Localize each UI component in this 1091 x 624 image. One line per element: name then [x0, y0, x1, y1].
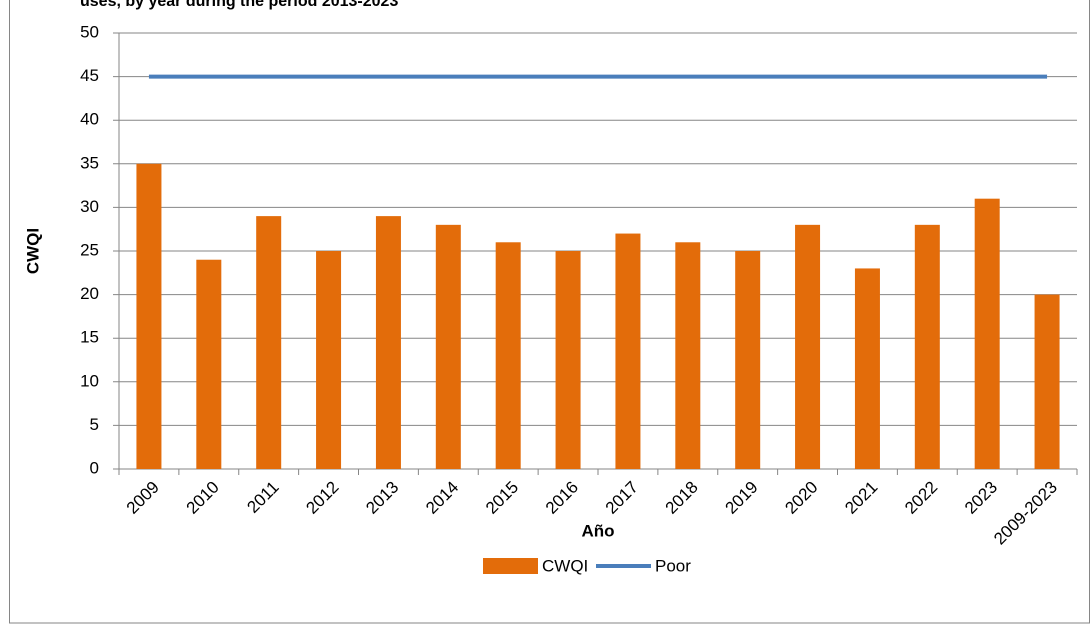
y-axis-label: CWQI — [23, 228, 42, 274]
bar — [615, 233, 641, 469]
bar — [795, 224, 821, 469]
x-tick-label: 2012 — [302, 478, 342, 518]
x-tick-label: 2009-2023 — [990, 478, 1061, 549]
x-tick-label: 2009 — [123, 478, 163, 518]
x-tick-label: 2015 — [482, 478, 522, 518]
x-tick-label: 2018 — [662, 478, 702, 518]
y-tick-label: 25 — [80, 240, 99, 259]
bar — [914, 224, 940, 469]
y-tick-label: 10 — [80, 371, 99, 390]
bar — [136, 163, 162, 470]
bar — [675, 242, 701, 469]
bar — [854, 268, 880, 469]
x-tick-label: 2019 — [722, 478, 762, 518]
y-tick-label: 50 — [80, 22, 99, 41]
bar — [316, 251, 342, 469]
bar — [435, 224, 461, 469]
x-tick-label: 2023 — [961, 478, 1001, 518]
bar — [735, 251, 761, 469]
x-tick-label: 2014 — [422, 478, 462, 518]
y-tick-label: 45 — [80, 66, 99, 85]
legend-label: CWQI — [542, 556, 588, 575]
bar — [974, 198, 1000, 469]
x-tick-label: 2011 — [243, 478, 282, 517]
bar — [495, 242, 521, 469]
x-tick-label: 2016 — [542, 478, 582, 518]
x-axis-label: Año — [581, 521, 614, 540]
bar — [1034, 294, 1060, 469]
bar — [196, 259, 222, 469]
y-tick-label: 30 — [80, 197, 99, 216]
y-tick-label: 5 — [90, 415, 99, 434]
y-tick-label: 35 — [80, 153, 99, 172]
legend-swatch — [483, 558, 538, 574]
chart-border — [9, 0, 1090, 624]
y-tick-label: 0 — [90, 458, 99, 477]
bar — [375, 216, 401, 469]
bar — [555, 251, 581, 469]
y-tick-label: 40 — [80, 110, 99, 129]
y-tick-label: 20 — [80, 284, 99, 303]
x-tick-label: 2020 — [781, 478, 821, 518]
x-tick-label: 2017 — [602, 478, 642, 518]
legend-label: Poor — [655, 556, 691, 575]
x-tick-label: 2013 — [362, 478, 402, 518]
x-tick-label: 2022 — [901, 478, 941, 518]
x-tick-label: 2010 — [183, 478, 223, 518]
y-tick-label: 15 — [80, 328, 99, 347]
chart-title: uses, by year during the period 2013-202… — [80, 0, 398, 10]
bar — [256, 216, 282, 469]
x-tick-label: 2021 — [841, 478, 881, 518]
